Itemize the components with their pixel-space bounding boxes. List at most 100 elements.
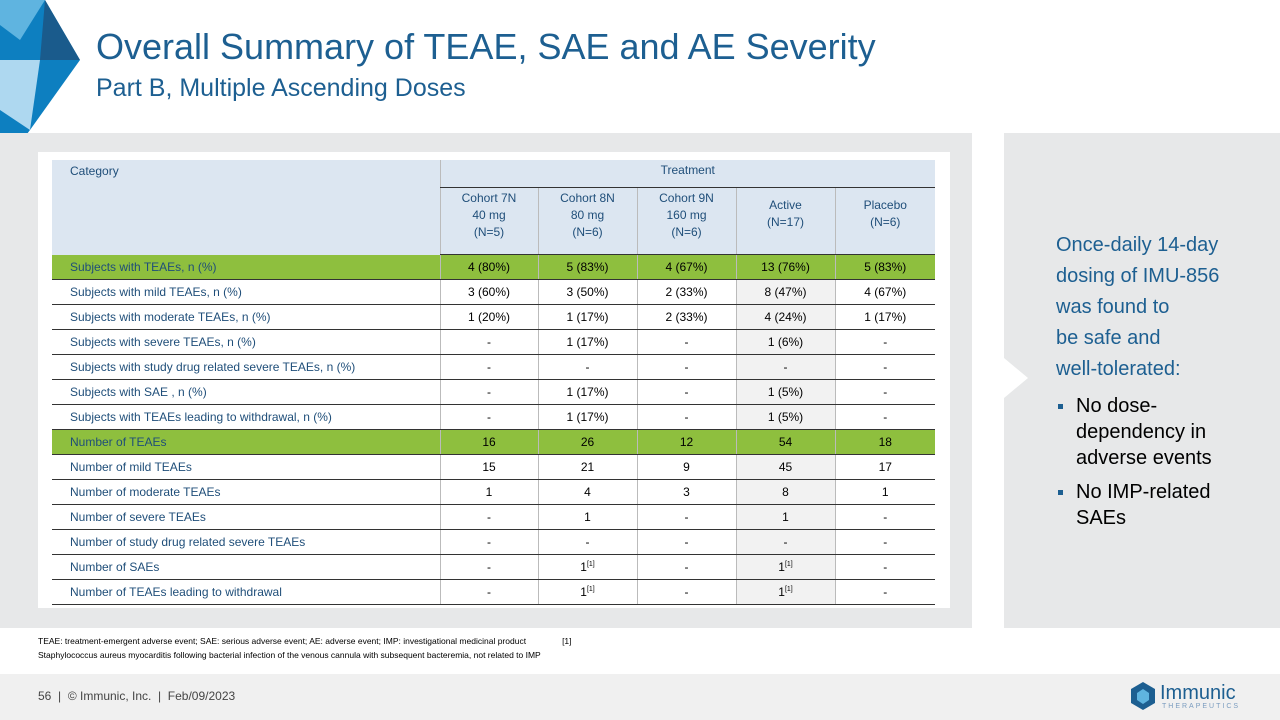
row-label: Number of mild TEAEs: [52, 454, 440, 480]
footer-bar: [0, 674, 1280, 720]
cell: 15: [439, 454, 538, 480]
cell: 1 (6%): [735, 329, 835, 355]
cell: -: [834, 354, 935, 380]
column-header: Cohort 7N 40 mg (N=5): [439, 187, 538, 255]
corner-decoration: [0, 0, 80, 170]
footnote: Staphylococcus aureus myocarditis follow…: [38, 650, 541, 660]
side-bullet-line: adverse events: [1076, 447, 1212, 469]
cell: 26: [537, 429, 637, 455]
column-header-line: Active: [769, 198, 802, 212]
cell: -: [439, 529, 538, 555]
cell: -: [439, 579, 538, 605]
column-header-line: 40 mg: [472, 208, 506, 222]
cell: 1 (17%): [537, 404, 637, 430]
cell: -: [439, 354, 538, 380]
cell: -: [439, 329, 538, 355]
cell: -: [439, 404, 538, 430]
cell: 1: [834, 479, 935, 505]
side-bullet-line: SAEs: [1076, 507, 1127, 529]
cell: 4: [537, 479, 637, 505]
summary-table: Category Treatment Cohort 7N 40 mg (N=5) Coho…: [52, 160, 935, 605]
column-header: Active (N=17): [735, 187, 835, 255]
cell: 1 (17%): [537, 379, 637, 405]
cell: -: [636, 379, 736, 405]
column-header: Cohort 8N 80 mg (N=6): [537, 187, 637, 255]
row-label: Number of severe TEAEs: [52, 504, 440, 530]
header-row: Cohort 7N 40 mg (N=5) Cohort 8N 80 mg (N=6) Co…: [52, 187, 935, 255]
title: Overall Summary of TEAE, SAE and AE Seve…: [96, 26, 876, 67]
cell: 1[1]: [537, 554, 637, 580]
cell: -: [636, 554, 736, 580]
table-row: Number of TEAEs leading to withdrawal -1[…: [52, 579, 935, 605]
cell: 8: [735, 479, 835, 505]
cell: -: [735, 354, 835, 380]
category-header: Category: [52, 160, 440, 255]
cell: 4 (67%): [834, 279, 935, 305]
row-label: Subjects with study drug related severe …: [52, 354, 440, 380]
cell: 45: [735, 454, 835, 480]
side-line: dosing of IMU-856: [1056, 265, 1220, 287]
logo-icon: [1131, 682, 1155, 710]
column-header-line: Cohort 7N: [461, 191, 517, 205]
side-bullet-line: dependency in: [1076, 421, 1207, 443]
table-row: Number of SAEs -1[1] -1[1] -: [52, 554, 935, 580]
group-header: Treatment: [439, 160, 935, 188]
cell: 1: [735, 504, 835, 530]
column-header-line: (N=17): [766, 215, 804, 229]
cell: -: [834, 404, 935, 430]
row-label: Subjects with moderate TEAEs, n (%): [52, 304, 440, 330]
cell: -: [834, 379, 935, 405]
cell: 1[1]: [537, 579, 637, 605]
footnote: TEAE: treatment-emergent adverse event; …: [38, 636, 527, 646]
page-number: 56: [38, 689, 52, 703]
cell: -: [439, 504, 538, 530]
table-row: Subjects with mild TEAEs, n (%) 3 (60%) 3 …: [52, 279, 935, 305]
cell: 1 (17%): [537, 304, 637, 330]
row-label: Number of study drug related severe TEAE…: [52, 529, 440, 555]
column-header-line: (N=5): [473, 225, 505, 239]
cell: 1 (17%): [834, 304, 935, 330]
table-row: Number of mild TEAEs 15 21 9 45 17: [52, 454, 935, 480]
row-label: Number of SAEs: [52, 554, 440, 580]
cell: -: [834, 554, 935, 580]
column-header: Placebo (N=6): [834, 187, 935, 255]
table-row: Subjects with TEAEs leading to withdrawa…: [52, 404, 935, 430]
cell: 4 (67%): [636, 254, 736, 280]
cell-note: [1]: [586, 586, 595, 593]
cell: -: [439, 379, 538, 405]
cell: 12: [636, 429, 736, 455]
cell: 1 (17%): [537, 329, 637, 355]
cell: 9: [636, 454, 736, 480]
row-label: Subjects with TEAEs, n (%): [52, 254, 440, 280]
cell: -: [636, 404, 736, 430]
cell: 2 (33%): [636, 279, 736, 305]
table-row: Subjects with SAE , n (%) -1 (17%) -1 (5%)…: [52, 379, 935, 405]
table-row: Number of severe TEAEs -1-1-: [52, 504, 935, 530]
row-label: Number of TEAEs: [52, 429, 440, 455]
cell: 2 (33%): [636, 304, 736, 330]
side-line: was found to: [1056, 296, 1170, 318]
cell: 1: [537, 504, 637, 530]
side-notch: [1004, 358, 1028, 398]
date: Feb/09/2023: [167, 689, 236, 703]
cell: 21: [537, 454, 637, 480]
cell: 4 (80%): [439, 254, 538, 280]
side-line: well-tolerated:: [1056, 358, 1181, 380]
row-label: Subjects with TEAEs leading to withdrawa…: [52, 404, 440, 430]
cell: -: [834, 529, 935, 555]
cell: -: [834, 504, 935, 530]
subtitle: Part B, Multiple Ascending Doses: [96, 74, 466, 102]
cell: 5 (83%): [834, 254, 935, 280]
logo-subtitle: THERAPEUTICS: [1162, 703, 1241, 710]
column-header-line: Cohort 8N: [560, 191, 615, 205]
cell: 1 (20%): [439, 304, 538, 330]
cell: -: [636, 329, 736, 355]
cell: -: [636, 504, 736, 530]
logo: Immunic: [1160, 682, 1236, 704]
cell-note: [1]: [586, 561, 595, 568]
row-label: Subjects with SAE , n (%): [52, 379, 440, 405]
cell: -: [636, 579, 736, 605]
cell-value: 1: [778, 560, 785, 574]
cell: 1: [439, 479, 538, 505]
